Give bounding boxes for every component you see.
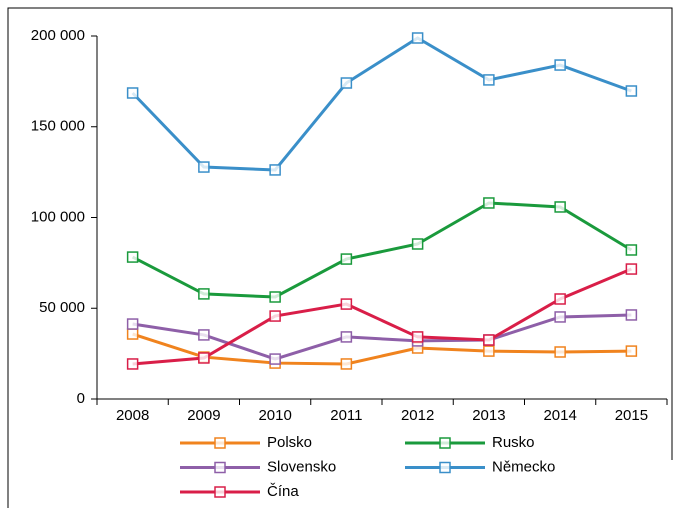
marker bbox=[625, 244, 638, 256]
marker bbox=[126, 358, 139, 370]
marker bbox=[340, 77, 353, 89]
y-tick-label: 200 000 bbox=[31, 27, 85, 44]
marker bbox=[198, 161, 210, 173]
marker bbox=[126, 328, 139, 340]
marker bbox=[126, 318, 139, 330]
marker bbox=[554, 59, 566, 71]
x-tick-label: 2013 bbox=[472, 407, 505, 424]
legend-label: Čína bbox=[267, 483, 299, 500]
marker bbox=[126, 87, 139, 99]
legend-label: Slovensko bbox=[267, 458, 336, 475]
marker bbox=[483, 345, 495, 357]
legend-label: Polsko bbox=[267, 434, 312, 451]
legend-label: Německo bbox=[492, 458, 555, 475]
series-line bbox=[132, 313, 632, 361]
marker bbox=[411, 32, 424, 44]
y-tick-label: 0 bbox=[77, 390, 85, 407]
x-tick-label: 2010 bbox=[258, 407, 291, 424]
marker bbox=[439, 461, 451, 474]
marker bbox=[198, 352, 210, 364]
marker bbox=[340, 358, 353, 370]
marker bbox=[625, 263, 638, 275]
marker bbox=[554, 293, 566, 305]
x-tick-label: 2015 bbox=[615, 407, 648, 424]
marker bbox=[554, 311, 566, 323]
marker bbox=[214, 437, 226, 449]
marker bbox=[625, 345, 638, 357]
marker bbox=[625, 85, 638, 97]
y-tick-label: 100 000 bbox=[31, 208, 85, 225]
marker bbox=[214, 461, 226, 474]
marker bbox=[411, 331, 424, 343]
marker bbox=[269, 310, 281, 322]
marker bbox=[269, 164, 281, 176]
y-tick-label: 50 000 bbox=[39, 299, 85, 316]
series-line bbox=[131, 201, 633, 299]
x-tick-label: 2012 bbox=[401, 407, 434, 424]
marker bbox=[340, 331, 353, 343]
marker bbox=[340, 298, 353, 310]
marker bbox=[269, 353, 281, 365]
x-tick-label: 2009 bbox=[187, 407, 220, 424]
marker bbox=[439, 437, 451, 449]
series-line bbox=[132, 332, 632, 366]
marker bbox=[198, 288, 210, 300]
x-tick-label: 2008 bbox=[116, 407, 149, 424]
marker bbox=[411, 238, 424, 250]
marker bbox=[483, 197, 495, 209]
marker bbox=[340, 253, 353, 265]
marker bbox=[554, 346, 566, 358]
marker bbox=[625, 309, 638, 321]
y-tick-label: 150 000 bbox=[31, 118, 85, 135]
marker bbox=[269, 291, 281, 303]
marker bbox=[198, 329, 210, 341]
marker bbox=[214, 486, 226, 498]
x-tick-label: 2014 bbox=[543, 407, 576, 424]
x-tick-label: 2011 bbox=[330, 407, 362, 424]
frame bbox=[7, 7, 673, 508]
series-line bbox=[131, 36, 632, 172]
marker bbox=[483, 74, 495, 86]
marker bbox=[554, 201, 566, 213]
legend-label: Rusko bbox=[492, 434, 535, 451]
marker bbox=[483, 334, 495, 346]
series-line bbox=[132, 267, 632, 366]
marker bbox=[126, 251, 139, 263]
